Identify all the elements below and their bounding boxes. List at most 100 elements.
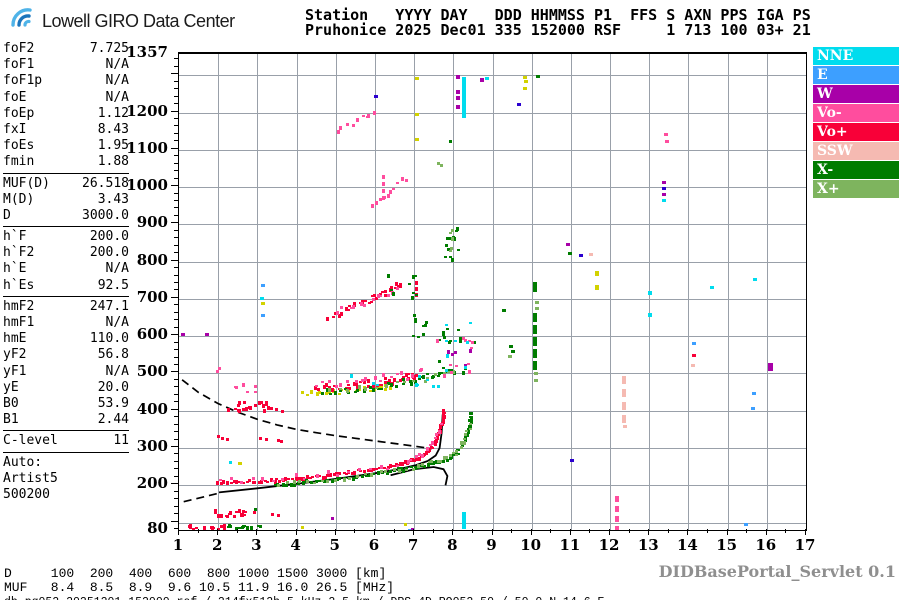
- navy-top: [374, 95, 378, 98]
- param-row: hmE 110.0: [3, 331, 129, 347]
- y-axis-tick: [171, 185, 178, 187]
- hop2-green: [356, 389, 359, 392]
- f-trace-pink: [327, 470, 330, 474]
- x-trace-light: [449, 454, 452, 457]
- y-axis-tick: [171, 259, 178, 261]
- hop2-pink: [400, 371, 403, 375]
- legend-item-x: X+: [813, 180, 899, 198]
- bottom-yellow: [301, 526, 304, 529]
- lgreen-singles-high: [440, 164, 443, 167]
- f-trace-ordinary: [235, 480, 238, 484]
- x-trace-dark: [430, 461, 433, 465]
- grid-line-horizontal: [179, 149, 806, 151]
- legend-item-vo: Vo+: [813, 123, 899, 141]
- hop2-green: [380, 388, 383, 390]
- hop2-flat-red: [249, 406, 252, 410]
- hop2-pink: [411, 374, 414, 376]
- legend-item-e: E: [813, 66, 899, 84]
- y-axis-tick: [171, 296, 178, 298]
- x-trace-dark: [435, 460, 438, 464]
- f-trace-ordinary: [431, 447, 434, 449]
- y-axis-tick: [174, 453, 178, 455]
- hop3-green2: [425, 321, 428, 324]
- hop3-green: [411, 296, 414, 300]
- bottom-red: [195, 527, 198, 529]
- hop3-red-column: [415, 287, 418, 291]
- grid-line-horizontal: [179, 112, 806, 114]
- f-trace-pink: [369, 468, 372, 470]
- right-ssw: [691, 364, 695, 367]
- hop2-green: [377, 388, 380, 390]
- muf-row: MUF 8.4 8.5 8.9 9.6 10.5 11.9 16.0 26.5 …: [4, 580, 395, 595]
- y-axis-tick: [174, 490, 178, 492]
- hop3-red: [334, 312, 337, 315]
- hop2-red: [384, 377, 387, 380]
- y-axis-tick: [174, 58, 178, 60]
- y-axis-tick: [174, 140, 178, 142]
- streak-pink-1200: [337, 130, 340, 134]
- right-magenta-block: [768, 363, 773, 371]
- f-trace-ordinary: [404, 460, 407, 464]
- hop3-red: [345, 307, 348, 311]
- hop3-red: [394, 287, 397, 289]
- x-trace-dark: [293, 483, 296, 487]
- param-row: foEp 1.12: [3, 106, 129, 122]
- magenta-top: [456, 75, 460, 79]
- x-axis-tick: [648, 529, 650, 535]
- x-top-green-light: [449, 232, 452, 234]
- x-axis-tick: [746, 529, 748, 533]
- x-trace-dark: [323, 480, 326, 483]
- hop2-flat-red: [237, 404, 240, 407]
- hop2-cyan: [418, 375, 421, 378]
- x-axis-tick: [805, 529, 806, 535]
- x-top-green: [445, 245, 448, 247]
- streak-pink-1000: [405, 179, 408, 182]
- f-trace-ordinary: [295, 477, 298, 481]
- x-axis-tick: [726, 529, 728, 535]
- hop2-rise-cyan: [454, 340, 457, 342]
- hop2-pink: [374, 376, 377, 380]
- hop3-green: [392, 292, 395, 296]
- hop2-cyan: [372, 382, 375, 385]
- green-left-singles: [509, 345, 513, 348]
- hop3-red-column: [415, 281, 418, 285]
- hop2-pink: [346, 380, 349, 383]
- stack13-pink: [664, 133, 668, 136]
- hop2-yellow: [389, 386, 392, 390]
- green-bar-10-low: [533, 337, 537, 346]
- param-separator: [3, 451, 129, 453]
- y-axis-tick: [174, 460, 178, 462]
- f-trace-ordinary: [372, 468, 375, 471]
- param-value: 110.0: [89, 331, 129, 347]
- hop2-green-light: [412, 380, 415, 382]
- param-separator: [3, 430, 129, 432]
- x-trace-dark: [410, 466, 413, 468]
- hop3-pink: [352, 305, 355, 309]
- f-trace-ordinary: [291, 478, 294, 480]
- bottom-yellow: [404, 523, 407, 526]
- x-axis-tick: [178, 529, 179, 535]
- f-trace-ordinary: [275, 478, 278, 480]
- hop2-yellow: [310, 390, 313, 394]
- x-trace-dark: [274, 484, 277, 486]
- f-trace-ordinary: [326, 474, 329, 477]
- legend-item-vo: Vo-: [813, 104, 899, 122]
- f-trace-ordinary: [318, 475, 321, 477]
- green-top: [536, 75, 540, 78]
- ssw-bar-12_35: [622, 402, 626, 410]
- x-axis-tick: [687, 529, 689, 535]
- x-top-green-light: [451, 229, 454, 232]
- f-trace-ordinary: [266, 481, 269, 483]
- grid-line-horizontal: [179, 261, 806, 263]
- x-trace-light: [421, 463, 424, 466]
- x-trace-light: [313, 482, 316, 484]
- f-trace-ordinary: [406, 463, 409, 465]
- f-trace-ordinary: [242, 482, 245, 484]
- hop2-pink: [379, 380, 382, 382]
- left-column-3-blue: [261, 284, 265, 287]
- hop2-rise-pink: [468, 340, 471, 342]
- hop2-green: [387, 382, 390, 385]
- yellow-top: [524, 80, 528, 83]
- f-trace-ordinary: [436, 435, 439, 437]
- y-axis-label: 600: [136, 325, 168, 344]
